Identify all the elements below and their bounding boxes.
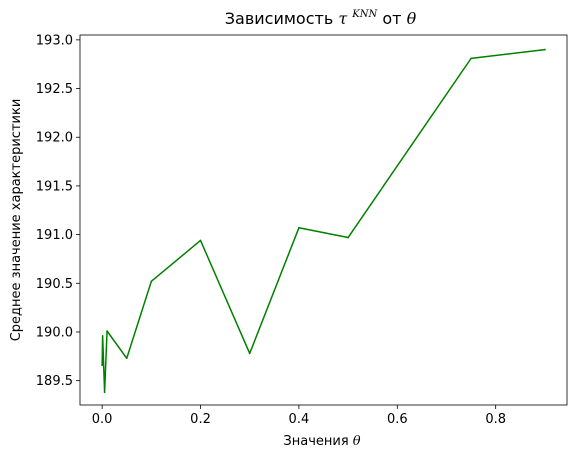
y-tick-label: 191.0 xyxy=(36,228,73,243)
y-tick-label: 190.5 xyxy=(36,277,73,292)
series-line-0 xyxy=(101,48,546,394)
data-point xyxy=(470,57,472,60)
data-point xyxy=(248,352,251,355)
x-axis-label-theta: θ xyxy=(353,434,361,449)
chart-title: Зависимость τ KNN от θ xyxy=(225,2,417,28)
y-tick-label: 192.0 xyxy=(36,131,73,146)
x-tick-label: 0.6 xyxy=(387,412,408,427)
chart-series-layer xyxy=(101,48,546,394)
data-point xyxy=(101,364,103,366)
data-point xyxy=(125,357,128,360)
chart-frame xyxy=(80,35,567,405)
x-tick-label: 0.0 xyxy=(92,412,113,427)
y-tick-label: 191.5 xyxy=(36,179,73,194)
x-tick-label: 0.4 xyxy=(289,412,310,427)
data-point xyxy=(103,391,106,394)
chart-title-tau: τ xyxy=(338,9,348,28)
chart-title-prefix: Зависимость xyxy=(225,9,339,28)
y-axis-ticks: 189.5 190.0 190.5 191.0 191.5 192.0 192.5 193.0 xyxy=(36,33,80,389)
plot-border xyxy=(79,34,568,406)
data-point xyxy=(347,236,349,239)
x-tick-label: 0.2 xyxy=(190,412,211,427)
y-tick-label: 192.5 xyxy=(36,82,73,97)
x-axis-ticks: 0.0 0.2 0.4 0.6 0.8 xyxy=(92,405,506,427)
data-point xyxy=(298,226,300,229)
y-tick-label: 189.5 xyxy=(36,374,73,389)
data-point xyxy=(544,48,546,51)
y-tick-label: 193.0 xyxy=(36,33,73,48)
y-axis-label: Среднее значение характеристики xyxy=(9,99,24,342)
data-point xyxy=(106,330,108,332)
data-point xyxy=(199,239,202,242)
data-point xyxy=(101,335,104,337)
chart-title-theta: θ xyxy=(407,9,417,28)
data-point xyxy=(150,280,153,283)
y-tick-label: 190.0 xyxy=(36,325,73,340)
x-axis-label: Значения θ xyxy=(283,434,360,449)
chart-title-superscript: KNN xyxy=(351,9,378,20)
plot-area xyxy=(80,35,567,405)
x-axis-label-text: Значения xyxy=(283,434,352,449)
x-tick-label: 0.8 xyxy=(485,412,506,427)
chart-title-middle: от xyxy=(382,9,406,28)
